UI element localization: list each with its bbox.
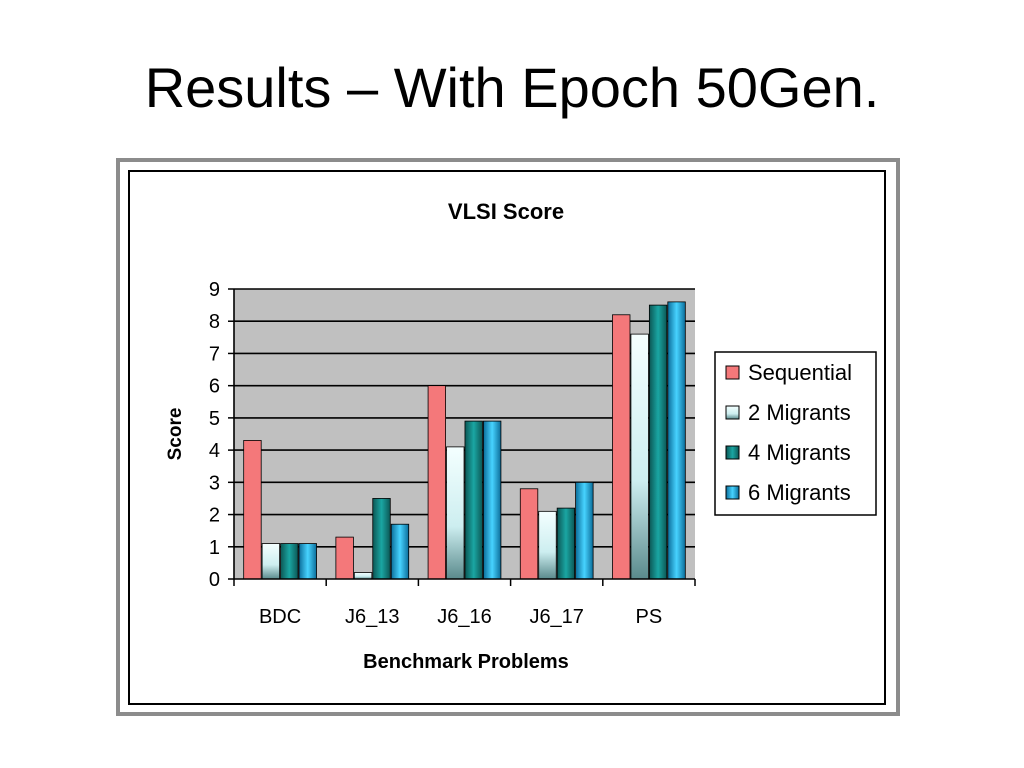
legend-swatch-6-migrants: [725, 485, 740, 500]
legend: Sequential 2 Migrants 4 Migrants 6 Migrants: [725, 360, 852, 505]
y-tick-label: 8: [209, 311, 220, 333]
legend-box: [714, 351, 877, 516]
y-tick-label: 0: [209, 569, 220, 591]
legend-label-2-migrants: 2 Migrants: [748, 400, 851, 425]
y-tick-label: 1: [209, 537, 220, 559]
y-tick-label: 2: [209, 505, 220, 527]
y-axis-label: Score: [165, 408, 186, 461]
x-tick-label: BDC: [259, 606, 301, 628]
bar-4-migrants-j6-17: [556, 507, 576, 580]
y-tick-label: 7: [209, 343, 220, 365]
bars: [243, 301, 686, 580]
x-tick-label: J6_17: [529, 606, 584, 628]
bar-6-migrants-ps: [667, 301, 686, 580]
y-tick-label: 6: [209, 376, 220, 398]
legend-swatch-4-migrants: [725, 445, 740, 460]
legend-swatch-2-migrants: [725, 405, 740, 420]
x-tick-label: J6_13: [345, 606, 400, 628]
bar-4-migrants-j6-16: [464, 420, 483, 580]
legend-label-6-migrants: 6 Migrants: [748, 480, 851, 505]
y-tick-labels: 0 1 2 3 4 5 6 7 8 9: [209, 279, 220, 591]
bar-2-migrants-bdc: [261, 543, 281, 580]
bar-4-migrants-ps: [648, 304, 668, 580]
chart-title: VLSI Score: [448, 199, 564, 224]
bar-sequential-bdc: [243, 440, 262, 580]
bar-sequential-j6-16: [427, 385, 446, 580]
y-tick-label: 9: [209, 279, 220, 301]
bar-2-migrants-ps: [630, 333, 649, 580]
bar-2-migrants-j6-13: [353, 572, 373, 580]
y-tick-label: 5: [209, 408, 220, 430]
x-tick-label: J6_16: [437, 606, 492, 628]
x-axis-label: Benchmark Problems: [363, 651, 569, 673]
bar-6-migrants-j6-13: [390, 523, 410, 580]
bar-6-migrants-j6-16: [483, 420, 502, 580]
bar-sequential-j6-13: [335, 536, 354, 580]
bar-6-migrants-j6-17: [575, 481, 594, 580]
bar-2-migrants-j6-17: [538, 510, 557, 580]
bar-6-migrants-bdc: [298, 543, 317, 580]
legend-label-sequential: Sequential: [748, 360, 852, 385]
x-tick-label: PS: [636, 606, 663, 628]
bar-sequential-j6-17: [519, 488, 539, 580]
y-tick-label: 4: [209, 440, 220, 462]
bar-4-migrants-j6-13: [372, 498, 391, 580]
y-tick-label: 3: [209, 472, 220, 494]
slide-title: Results – With Epoch 50Gen.: [144, 56, 880, 119]
legend-swatch-sequential: [725, 365, 740, 380]
legend-label-4-migrants: 4 Migrants: [748, 440, 851, 465]
bar-sequential-ps: [612, 314, 631, 580]
axes: [228, 288, 696, 586]
x-tick-labels: BDC J6_13 J6_16 J6_17 PS: [259, 606, 662, 628]
bar-2-migrants-j6-16: [446, 446, 465, 580]
bar-4-migrants-bdc: [280, 543, 299, 580]
